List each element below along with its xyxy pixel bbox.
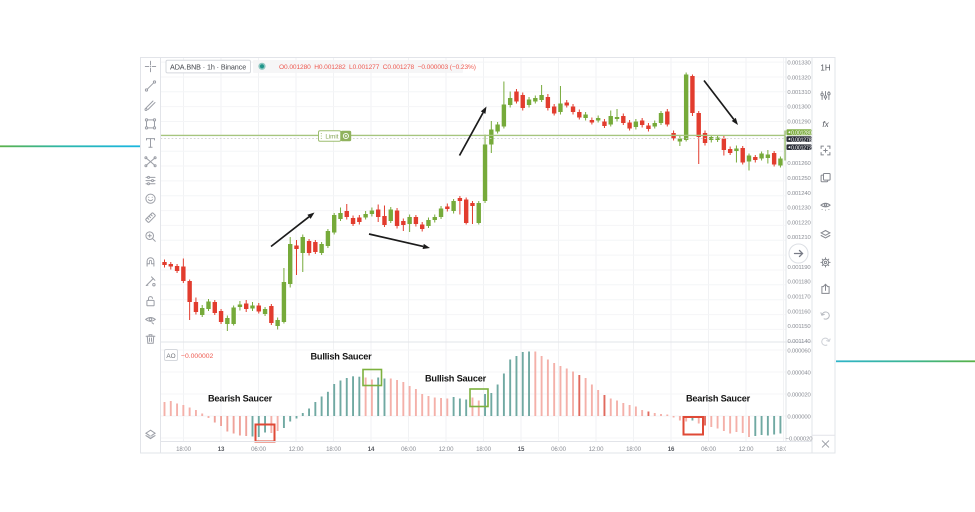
svg-text:0.001310: 0.001310 [787,90,811,96]
svg-text:0.001272: 0.001272 [791,145,812,151]
svg-text:16: 16 [668,446,675,453]
svg-text:0.001240: 0.001240 [787,191,811,197]
svg-text:−0.000020: −0.000020 [786,436,814,442]
svg-text:06:00: 06:00 [551,446,566,453]
svg-text:0.001220: 0.001220 [787,220,811,226]
svg-text:14: 14 [368,446,375,453]
svg-text:AO: AO [166,353,175,360]
svg-text:06:00: 06:00 [251,446,266,453]
svg-text:12:00: 12:00 [439,446,454,453]
svg-text:ADA.BNB · 1h · Binance: ADA.BNB · 1h · Binance [170,62,246,71]
svg-text:0.001230: 0.001230 [787,205,811,211]
svg-text:0.000020: 0.000020 [787,392,811,398]
svg-text:15: 15 [518,446,525,453]
svg-text:−0.000002: −0.000002 [181,353,214,360]
svg-text:06:00: 06:00 [701,446,716,453]
svg-text:18:00: 18:00 [326,446,341,453]
svg-text:0.001150: 0.001150 [788,324,812,330]
svg-text:Bearish Saucer: Bearish Saucer [208,394,273,404]
svg-text:0.001278: 0.001278 [791,137,812,143]
svg-text:12:00: 12:00 [739,446,754,453]
svg-text:0.000040: 0.000040 [787,370,811,376]
svg-text:0.000060: 0.000060 [787,348,811,354]
svg-text:0.001180: 0.001180 [788,279,812,285]
svg-text:18:00: 18:00 [476,446,491,453]
svg-text:0.001170: 0.001170 [788,294,812,300]
svg-text:0.001330: 0.001330 [787,60,811,66]
svg-text:13: 13 [218,446,225,453]
svg-text:Bullish Saucer: Bullish Saucer [425,374,487,384]
svg-text:O0.001280 H0.001282 L0.00127: O0.001280 H0.001282 L0.001277 C0.001278 … [279,64,476,71]
svg-text:12:00: 12:00 [289,446,304,453]
svg-text:0.001280: 0.001280 [791,130,812,136]
svg-text:1H: 1H [820,64,830,73]
svg-text:fx: fx [822,120,829,129]
svg-text:12:00: 12:00 [589,446,604,453]
svg-text:0.001300: 0.001300 [787,104,811,110]
svg-text:0.001140: 0.001140 [788,339,812,345]
svg-text:0.001320: 0.001320 [787,75,811,81]
svg-text:0.001210: 0.001210 [787,235,811,241]
svg-text:0.001260: 0.001260 [787,161,811,167]
svg-text:18:00: 18:00 [176,446,191,453]
svg-text:Limit: Limit [325,133,338,140]
svg-text:0.000000: 0.000000 [787,414,811,420]
svg-text:06:00: 06:00 [401,446,416,453]
svg-text:0.001250: 0.001250 [787,176,811,182]
svg-text:0.001190: 0.001190 [788,265,812,271]
svg-text:0.001160: 0.001160 [788,309,812,315]
svg-text:18:00: 18:00 [626,446,641,453]
svg-text:Bullish Saucer: Bullish Saucer [310,352,372,362]
svg-text:18:00: 18:00 [776,446,791,453]
svg-text:0.001290: 0.001290 [787,119,811,125]
svg-text:Bearish Saucer: Bearish Saucer [686,394,751,404]
